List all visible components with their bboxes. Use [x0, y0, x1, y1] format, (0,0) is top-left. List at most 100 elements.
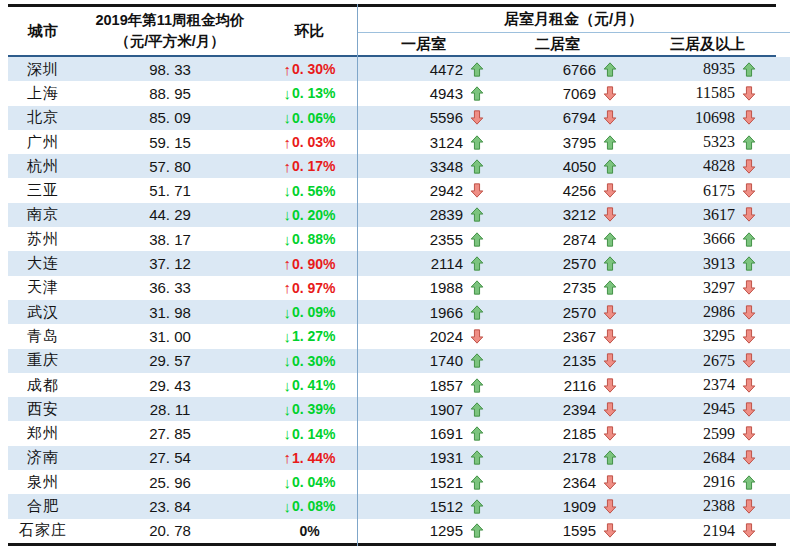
header-room1: 一居室 [357, 33, 490, 55]
up-arrow-icon [470, 353, 484, 368]
down-arrow-icon: ↓ [283, 425, 291, 442]
city-cell: 泉州 [8, 470, 78, 494]
table-row: 济南27. 54↑1. 44%193121782684 [8, 446, 790, 470]
table-row: 成都29. 43↓0. 41%185721162374 [8, 373, 790, 397]
room1-rent-cell: 1295 [357, 519, 490, 543]
price-cell: 20. 78 [78, 519, 262, 543]
rent-value: 6175 [703, 182, 735, 200]
down-arrow-icon: ↓ [283, 498, 291, 515]
table-row: 广州59. 15↑0. 03%312437955323 [8, 130, 790, 154]
header-room-group: 居室月租金（元/月） [357, 7, 790, 33]
up-arrow-icon [742, 135, 756, 150]
mom-percent: 0. 13% [292, 85, 336, 101]
room1-rent-cell: 1857 [357, 373, 490, 397]
room1-rent-cell: 3348 [357, 154, 490, 178]
mom-percent: 0. 30% [292, 61, 336, 77]
room1-rent-cell: 2114 [357, 251, 490, 275]
down-arrow-icon: ↓ [283, 304, 291, 321]
down-arrow-icon [603, 86, 617, 101]
mom-percent: 0. 14% [292, 426, 336, 442]
rent-value: 1691 [430, 425, 463, 442]
mom-percent: 0. 88% [292, 231, 336, 247]
down-arrow-icon [742, 305, 756, 320]
mom-change-cell: ↓0. 13% [262, 81, 357, 105]
rent-value: 2570 [563, 304, 596, 321]
down-arrow-icon: ↓ [283, 85, 291, 102]
rent-value: 3295 [703, 327, 735, 345]
up-arrow-icon [470, 402, 484, 417]
up-arrow-icon [603, 256, 617, 271]
room1-rent-cell: 1931 [357, 446, 490, 470]
rent-value: 4472 [430, 61, 463, 78]
rent-value: 2684 [703, 449, 735, 467]
up-arrow-icon [603, 280, 617, 295]
table-row: 青岛31. 00↓1. 27%202423673295 [8, 324, 790, 348]
rent-value: 2839 [430, 206, 463, 223]
rent-value: 3666 [703, 230, 735, 248]
rent-value: 4256 [563, 182, 596, 199]
header-room3: 三居及以上 [625, 33, 790, 55]
down-arrow-icon [603, 207, 617, 222]
rent-value: 1295 [430, 522, 463, 539]
table-row: 西安28. 11↓0. 39%190723942945 [8, 397, 790, 421]
room1-rent-cell: 5596 [357, 106, 490, 130]
city-cell: 苏州 [8, 227, 78, 251]
mom-change-cell: ↓0. 06% [262, 106, 357, 130]
city-cell: 三亚 [8, 178, 78, 202]
mom-change-cell: ↑0. 90% [262, 251, 357, 275]
rent-value: 8935 [703, 60, 735, 78]
rent-value: 1988 [430, 279, 463, 296]
room2-rent-cell: 4256 [490, 178, 625, 202]
room3-rent-cell: 2194 [625, 519, 790, 543]
room1-rent-cell: 2024 [357, 324, 490, 348]
city-cell: 合肥 [8, 494, 78, 518]
table-row: 三亚51. 71↓0. 56%294242566175 [8, 178, 790, 202]
rent-value: 3297 [703, 279, 735, 297]
room2-rent-cell: 2135 [490, 349, 625, 373]
up-arrow-icon [470, 232, 484, 247]
mom-percent: 0% [299, 523, 319, 539]
rent-value: 3795 [563, 134, 596, 151]
price-cell: 88. 95 [78, 81, 262, 105]
down-arrow-icon: ↓ [283, 206, 291, 223]
up-arrow-icon [470, 305, 484, 320]
down-arrow-icon: ↓ [283, 231, 291, 248]
mom-change-cell: ↓0. 20% [262, 203, 357, 227]
city-cell: 上海 [8, 81, 78, 105]
down-arrow-icon [470, 183, 484, 198]
down-arrow-icon [603, 426, 617, 441]
room1-rent-cell: 1966 [357, 300, 490, 324]
price-cell: 27. 54 [78, 446, 262, 470]
room1-rent-cell: 2942 [357, 178, 490, 202]
city-cell: 济南 [8, 446, 78, 470]
room1-rent-cell: 2355 [357, 227, 490, 251]
table-row: 苏州38. 17↓0. 88%235528743666 [8, 227, 790, 251]
rent-value: 5596 [430, 109, 463, 126]
price-cell: 38. 17 [78, 227, 262, 251]
room2-rent-cell: 4050 [490, 154, 625, 178]
rent-value: 2735 [563, 279, 596, 296]
room2-rent-cell: 6766 [490, 57, 625, 81]
room3-rent-cell: 2916 [625, 470, 790, 494]
room3-rent-cell: 2675 [625, 349, 790, 373]
room2-rent-cell: 7069 [490, 81, 625, 105]
mom-change-cell: ↑1. 44% [262, 446, 357, 470]
room2-rent-cell: 1595 [490, 519, 625, 543]
up-arrow-icon [603, 135, 617, 150]
room3-rent-cell: 3617 [625, 203, 790, 227]
price-cell: 57. 80 [78, 154, 262, 178]
rent-value: 3348 [430, 158, 463, 175]
room2-rent-cell: 2116 [490, 373, 625, 397]
rent-table: 城市 2019年第11周租金均价 （元/平方米/月） 环比 居室月租金（元/月）… [8, 4, 790, 546]
room1-rent-cell: 2839 [357, 203, 490, 227]
down-arrow-icon: ↓ [283, 109, 291, 126]
rent-value: 1512 [430, 498, 463, 515]
up-arrow-icon [470, 280, 484, 295]
up-arrow-icon: ↑ [283, 134, 291, 151]
mom-change-cell: ↓0. 56% [262, 178, 357, 202]
room1-rent-cell: 1907 [357, 397, 490, 421]
rent-value: 7069 [563, 85, 596, 102]
room3-rent-cell: 2599 [625, 421, 790, 445]
down-arrow-icon [470, 329, 484, 344]
rent-value: 6794 [563, 109, 596, 126]
